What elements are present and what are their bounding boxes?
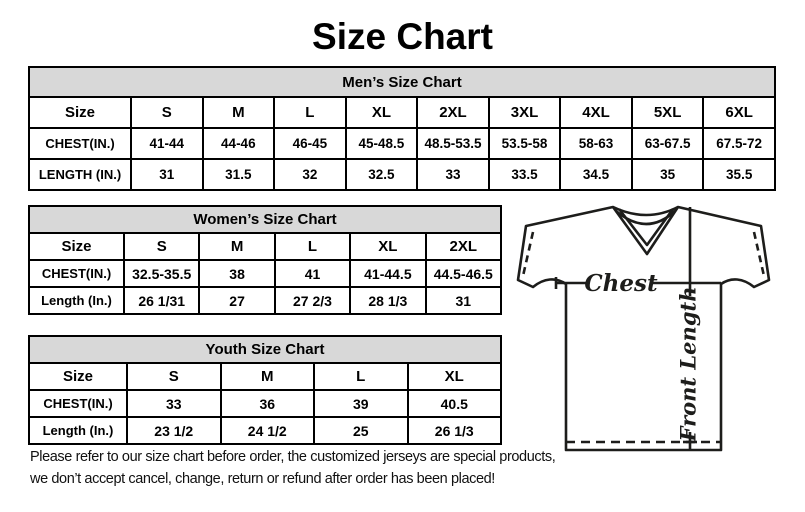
row-label-cell: CHEST(IN.) [28, 389, 128, 418]
value-cell: 44.5-46.5 [424, 259, 503, 288]
page-title: Size Chart [312, 16, 493, 57]
value-cell: 39 [313, 389, 409, 418]
table-row: Length (In.) 26 1/31 27 27 2/3 28 1/3 31 [28, 286, 503, 315]
value-cell: 36 [219, 389, 315, 418]
value-cell: 25 [313, 416, 409, 445]
value-cell: 33 [126, 389, 222, 418]
value-cell: 32.5-35.5 [122, 259, 201, 288]
size-column-header: L [273, 96, 347, 129]
size-column-header: 2XL [424, 232, 503, 261]
mens-table-grid: Men’s Size Chart Size S M L XL 2XL 3XL 4XL 5XL 6XL… [28, 66, 776, 191]
tshirt-diagram-icon: Chest Front Length [516, 205, 771, 452]
value-cell: 63-67.5 [630, 127, 705, 160]
value-cell: 41 [273, 259, 352, 288]
value-cell: 41-44 [130, 127, 204, 160]
size-column-header: M [201, 96, 276, 129]
table-row: LENGTH (IN.) 31 31.5 32 32.5 33 33.5 34.5 35 35.5 [28, 158, 776, 191]
right-cuff-dashed-line [752, 231, 766, 277]
size-column-header: XL [349, 232, 427, 261]
table-row: CHEST(IN.) 32.5-35.5 38 41 41-44.5 44.5-46.5 [28, 259, 503, 288]
value-cell: 48.5-53.5 [416, 127, 490, 160]
tshirt-outline [516, 205, 771, 452]
value-cell: 53.5-58 [487, 127, 562, 160]
value-cell: 33 [416, 158, 490, 191]
row-label-cell: CHEST(IN.) [28, 127, 132, 160]
value-cell: 44-46 [201, 127, 276, 160]
womens-table-title: Women’s Size Chart [28, 205, 502, 234]
size-header-cell: Size [28, 232, 125, 261]
table-row: CHEST(IN.) 41-44 44-46 46-45 45-48.5 48.5-53.… [28, 127, 776, 160]
womens-size-table: Women’s Size Chart Size S M L XL 2XL CHEST(IN.)… [28, 205, 503, 315]
size-column-header: M [198, 232, 276, 261]
size-column-header: S [126, 362, 222, 391]
size-column-header: 2XL [416, 96, 490, 129]
size-column-header: S [130, 96, 204, 129]
size-column-header: 6XL [702, 96, 776, 129]
size-column-header: 5XL [630, 96, 705, 129]
value-cell: 27 [198, 286, 276, 315]
youth-table-title: Youth Size Chart [28, 335, 502, 364]
value-cell: 35.5 [702, 158, 776, 191]
collar-inner-v [617, 208, 675, 247]
size-column-header: L [273, 232, 352, 261]
value-cell: 32 [273, 158, 347, 191]
value-cell: 38 [198, 259, 276, 288]
value-cell: 45-48.5 [344, 127, 419, 160]
disclaimer-text: Please refer to our size chart before or… [30, 446, 590, 490]
value-cell: 31.5 [201, 158, 276, 191]
value-cell: 23 1/2 [126, 416, 222, 445]
row-label-cell: Length (In.) [28, 416, 128, 445]
value-cell: 26 1/31 [122, 286, 201, 315]
table-row: Length (In.) 23 1/2 24 1/2 25 26 1/3 [28, 416, 502, 445]
womens-table-grid: Women’s Size Chart Size S M L XL 2XL CHEST(IN.)… [28, 205, 503, 315]
mens-table-title: Men’s Size Chart [28, 66, 776, 98]
value-cell: 24 1/2 [219, 416, 315, 445]
row-label-cell: CHEST(IN.) [28, 259, 125, 288]
value-cell: 67.5-72 [702, 127, 776, 160]
row-label-cell: LENGTH (IN.) [28, 158, 132, 191]
value-cell: 31 [130, 158, 204, 191]
table-row: CHEST(IN.) 33 36 39 40.5 [28, 389, 502, 418]
disclaimer-line-1: Please refer to our size chart before or… [30, 449, 556, 465]
tshirt-diagram: Chest Front Length [506, 192, 805, 460]
chest-label: Chest [584, 270, 658, 297]
left-cuff-dashed-line [521, 231, 535, 277]
size-column-header: 3XL [487, 96, 562, 129]
value-cell: 27 2/3 [273, 286, 352, 315]
size-column-header: M [219, 362, 315, 391]
size-column-header: S [122, 232, 201, 261]
size-column-header: 4XL [559, 96, 633, 129]
front-length-label: Front Length [676, 287, 701, 443]
disclaimer-line-2: we don’t accept cancel, change, return o… [30, 471, 495, 487]
size-column-header: L [313, 362, 409, 391]
value-cell: 46-45 [273, 127, 347, 160]
value-cell: 40.5 [406, 389, 502, 418]
value-cell: 35 [630, 158, 705, 191]
size-header-cell: Size [28, 96, 132, 129]
size-column-header: XL [344, 96, 419, 129]
youth-table-grid: Youth Size Chart Size S M L XL CHEST(IN.) 33 36 3… [28, 335, 502, 445]
size-header-cell: Size [28, 362, 128, 391]
value-cell: 34.5 [559, 158, 633, 191]
value-cell: 33.5 [487, 158, 562, 191]
value-cell: 26 1/3 [406, 416, 502, 445]
size-column-header: XL [406, 362, 502, 391]
value-cell: 58-63 [559, 127, 633, 160]
youth-size-table: Youth Size Chart Size S M L XL CHEST(IN.) 33 36 3… [28, 335, 502, 445]
mens-size-table: Men’s Size Chart Size S M L XL 2XL 3XL 4XL 5XL 6XL… [28, 66, 776, 191]
row-label-cell: Length (In.) [28, 286, 125, 315]
value-cell: 31 [424, 286, 503, 315]
value-cell: 41-44.5 [349, 259, 427, 288]
value-cell: 32.5 [344, 158, 419, 191]
value-cell: 28 1/3 [349, 286, 427, 315]
